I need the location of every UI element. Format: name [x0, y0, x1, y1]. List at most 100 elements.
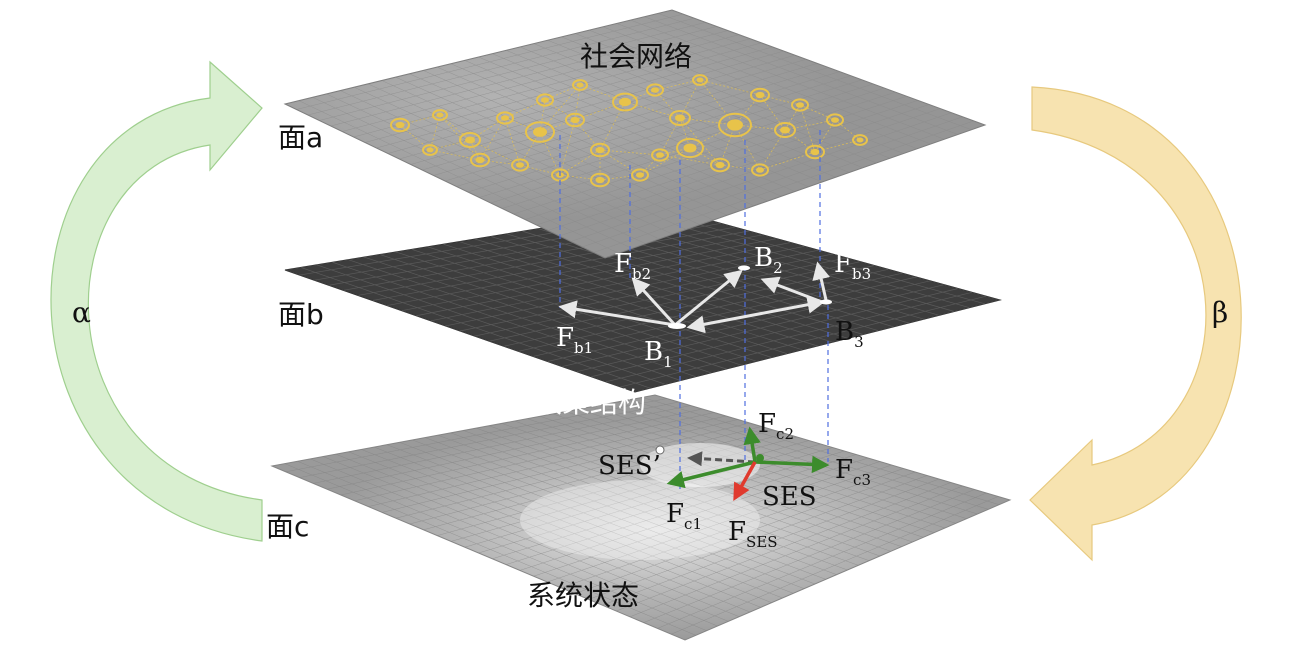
- network-edge: [689, 124, 736, 149]
- network-edge: [659, 117, 681, 156]
- network-node-core: [576, 82, 584, 88]
- network-node: [805, 144, 825, 160]
- network-node-core: [727, 119, 743, 131]
- network-node-core: [780, 126, 790, 134]
- grid-line: [629, 485, 963, 618]
- network-edge: [439, 114, 471, 141]
- label-b1: B1: [644, 337, 673, 371]
- grid-line: [616, 482, 951, 612]
- network-node-core: [856, 137, 864, 143]
- network-node-core: [426, 147, 434, 153]
- network-edge: [624, 101, 681, 119]
- network-edge: [504, 117, 521, 166]
- alpha-symbol: α: [72, 296, 91, 329]
- ses-prime-point: [655, 445, 665, 455]
- network-edge: [639, 147, 691, 176]
- grid-line: [467, 75, 851, 193]
- network-node: [565, 112, 585, 128]
- network-node-core: [541, 97, 549, 103]
- label-ses: SES: [762, 482, 817, 512]
- grid-line: [616, 401, 978, 515]
- plane-b-side-label: 面b: [278, 298, 324, 331]
- plane-b-title: 政策结构: [534, 386, 646, 419]
- network-node: [774, 122, 796, 138]
- network-node: [572, 79, 588, 91]
- network-node: [826, 113, 844, 127]
- network-node: [511, 158, 529, 172]
- network-edge: [759, 94, 786, 131]
- network-edge: [759, 151, 816, 171]
- grid-line: [490, 83, 874, 204]
- label-b3: B3: [835, 317, 864, 351]
- plane-a-side-label: 面a: [278, 121, 323, 154]
- network-node-core: [675, 114, 685, 122]
- network-edge: [734, 124, 786, 131]
- network-node: [631, 168, 649, 182]
- network-node: [422, 144, 438, 156]
- network-node-core: [501, 115, 509, 121]
- plane-a: [283, 9, 987, 259]
- network-node: [646, 83, 664, 97]
- network-node-core: [683, 143, 697, 153]
- network-edge: [719, 124, 736, 166]
- grid-line: [575, 33, 891, 159]
- network-node: [390, 117, 410, 133]
- network-node: [651, 148, 669, 162]
- network-node: [710, 157, 730, 173]
- label-fb3: Fb3: [834, 249, 871, 283]
- network-edge: [479, 159, 521, 166]
- plane-a-title: 社会网络: [580, 40, 692, 73]
- network-node: [496, 111, 514, 125]
- network-node: [669, 110, 691, 126]
- grid-line: [643, 489, 975, 623]
- network-node: [751, 163, 769, 177]
- network-node: [791, 98, 809, 112]
- grid-line: [629, 399, 989, 510]
- network-node-core: [475, 156, 485, 164]
- plane-b-forces: [558, 261, 830, 334]
- grid-line: [620, 295, 987, 388]
- network-edge: [599, 174, 641, 181]
- network-edge: [679, 117, 691, 149]
- grid-line: [533, 43, 850, 173]
- network-edge: [479, 117, 506, 161]
- grid-line: [506, 50, 823, 183]
- grid-line: [658, 13, 972, 130]
- network-node: [432, 109, 448, 121]
- network-node-core: [651, 87, 659, 93]
- grid-line: [605, 291, 973, 383]
- grid-line: [630, 19, 945, 140]
- grid-line: [547, 104, 930, 231]
- network-edge: [399, 114, 441, 126]
- grid-line: [593, 120, 974, 253]
- network-node-core: [395, 121, 405, 129]
- network-node-core: [696, 77, 704, 83]
- beta-symbol: β: [1212, 296, 1228, 329]
- label-fses: FSES: [728, 517, 778, 551]
- network-node-core: [810, 148, 820, 156]
- network-node: [590, 142, 610, 158]
- network-edge: [679, 79, 701, 119]
- network-node-core: [465, 136, 475, 144]
- network-node-core: [570, 116, 580, 124]
- network-node: [750, 87, 770, 103]
- grid-line: [671, 496, 999, 635]
- grid-line: [582, 116, 963, 248]
- network-edge: [539, 99, 546, 133]
- network-node-core: [516, 162, 524, 168]
- network-node-core: [715, 161, 725, 169]
- network-node: [676, 137, 704, 159]
- network-node-core: [533, 127, 547, 137]
- grid-line: [570, 112, 952, 242]
- network-edge: [734, 124, 761, 171]
- network-node-core: [755, 91, 765, 99]
- node-b3: [820, 299, 832, 305]
- network-edge: [519, 164, 561, 176]
- grid-line: [616, 23, 931, 145]
- label-fc2: Fc2: [758, 409, 794, 443]
- label-fb2: Fb2: [614, 249, 651, 283]
- network-edge: [559, 119, 576, 176]
- plane-c: [270, 394, 1012, 641]
- grid-line: [444, 67, 829, 182]
